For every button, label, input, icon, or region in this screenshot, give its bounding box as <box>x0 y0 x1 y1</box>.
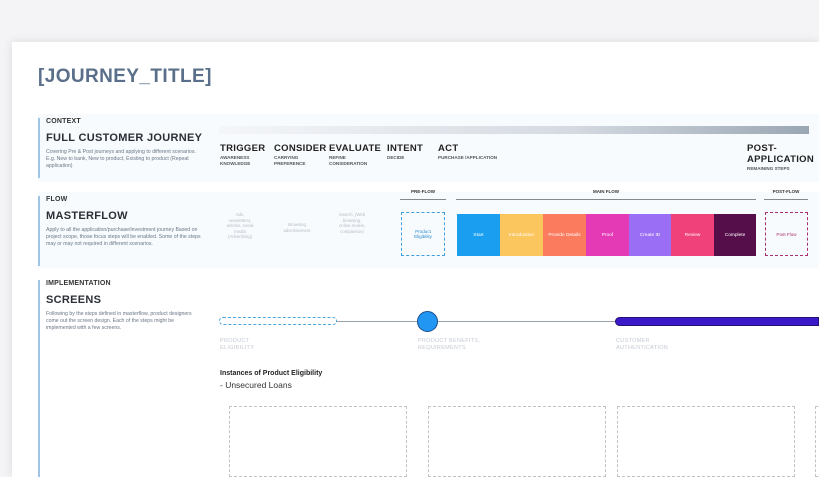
stage-name: INTENT <box>387 143 424 154</box>
implementation-description: Following by the steps defined in master… <box>46 311 192 331</box>
journey-title: [JOURNEY_TITLE] <box>38 66 212 87</box>
stage-subtitle: CARRYING PREFERENCE <box>274 155 306 166</box>
stage-consider: CONSIDER CARRYING PREFERENCE <box>274 143 327 167</box>
timeline-progress-bar <box>615 317 819 326</box>
main-step-complete[interactable]: Complete <box>714 214 756 256</box>
context-description: Covering Pre & Post journeys and applyin… <box>46 149 196 169</box>
screen-placeholder[interactable] <box>815 406 819 477</box>
stage-name: CONSIDER <box>274 143 327 154</box>
main-step-start[interactable]: Start <box>457 214 500 256</box>
post-flow-line <box>764 199 808 200</box>
main-step-review[interactable]: Review <box>671 214 714 256</box>
stage-subtitle: REMAINING STEPS <box>747 166 790 171</box>
stage-trigger: TRIGGER AWARENESS KNOWLEDGE <box>220 143 265 167</box>
stage-name: ACT <box>438 143 459 154</box>
flow-label: FLOW <box>46 196 68 203</box>
implementation-accent-bar <box>38 280 40 477</box>
implementation-section: IMPLEMENTATION SCREENS Following by the … <box>38 280 208 477</box>
context-row-background <box>38 114 819 182</box>
screens-timeline <box>220 321 819 322</box>
context-title: FULL CUSTOMER JOURNEY <box>46 132 203 144</box>
main-step-introduction[interactable]: Introduction <box>500 214 543 256</box>
pre-flow-label: PRE-FLOW <box>411 189 435 194</box>
timeline-label-product-benefits: PRODUCT BENEFITS, REQUIREMENTS <box>418 338 481 351</box>
post-flow-label: POST-FLOW <box>772 189 800 194</box>
flow-description: Apply to all the application/purchase/in… <box>46 227 201 247</box>
flow-title: MASTERFLOW <box>46 210 128 222</box>
main-step-create-id[interactable]: Create ID <box>629 214 671 256</box>
stage-intent: INTENT DECIDE <box>387 143 423 161</box>
context-accent-bar <box>38 118 40 178</box>
flow-accent-bar <box>38 196 40 266</box>
ghost-step-evaluate: Search, (Web browsing, online review, co… <box>338 212 366 234</box>
journey-sheet: [JOURNEY_TITLE] CONTEXT FULL CUSTOMER JO… <box>12 42 819 477</box>
flow-section: FLOW MASTERFLOW Apply to all the applica… <box>38 196 208 266</box>
ghost-step-trigger: Ads, newsletters, articles, social media… <box>226 212 254 239</box>
stage-post-application: POST- APPLICATION REMAINING STEPS <box>747 143 814 172</box>
stage-evaluate: EVALUATE REFINE CONSIDERATION <box>329 143 381 167</box>
timeline-label-product-eligibility: PRODUCT ELIGIBILITY <box>220 338 255 351</box>
timeline-current-node[interactable] <box>417 311 438 332</box>
ghost-step-consider: Browsing advertisement <box>283 222 311 233</box>
main-flow-label: MAIN FLOW <box>593 189 619 194</box>
stage-name: EVALUATE <box>329 143 382 154</box>
stage-name: POST- APPLICATION <box>747 143 814 165</box>
timeline-start-marker <box>219 317 337 325</box>
main-flow-line <box>456 199 756 200</box>
journey-gradient-bar <box>219 126 809 134</box>
stage-subtitle: REFINE CONSIDERATION <box>329 155 368 166</box>
context-section: CONTEXT FULL CUSTOMER JOURNEY Covering P… <box>38 118 208 178</box>
post-flow-step[interactable]: Post Flow <box>765 212 808 256</box>
stage-subtitle: DECIDE <box>387 155 405 160</box>
timeline-label-customer-authentication: CUSTOMER AUTHENTICATION <box>616 338 669 351</box>
screen-placeholder[interactable] <box>617 406 795 477</box>
implementation-title: SCREENS <box>46 294 102 306</box>
context-label: CONTEXT <box>46 118 81 125</box>
screen-placeholder[interactable] <box>229 406 407 477</box>
stage-name: TRIGGER <box>220 143 266 154</box>
instances-subtitle: - Unsecured Loans <box>220 380 292 390</box>
implementation-label: IMPLEMENTATION <box>46 280 111 287</box>
screen-placeholder[interactable] <box>428 406 606 477</box>
pre-flow-line <box>400 199 446 200</box>
pre-flow-step-product-eligibility[interactable]: Product Eligibility <box>401 212 445 256</box>
main-step-proof[interactable]: Proof <box>586 214 629 256</box>
stage-subtitle: AWARENESS KNOWLEDGE <box>220 155 251 166</box>
main-step-provide-details[interactable]: Provide Details <box>543 214 586 256</box>
instances-title: Instances of Product Eligibility <box>220 370 323 377</box>
stage-subtitle: PURCHASE /APPLICATION <box>438 155 498 160</box>
stage-act: ACT PURCHASE /APPLICATION <box>438 143 497 161</box>
